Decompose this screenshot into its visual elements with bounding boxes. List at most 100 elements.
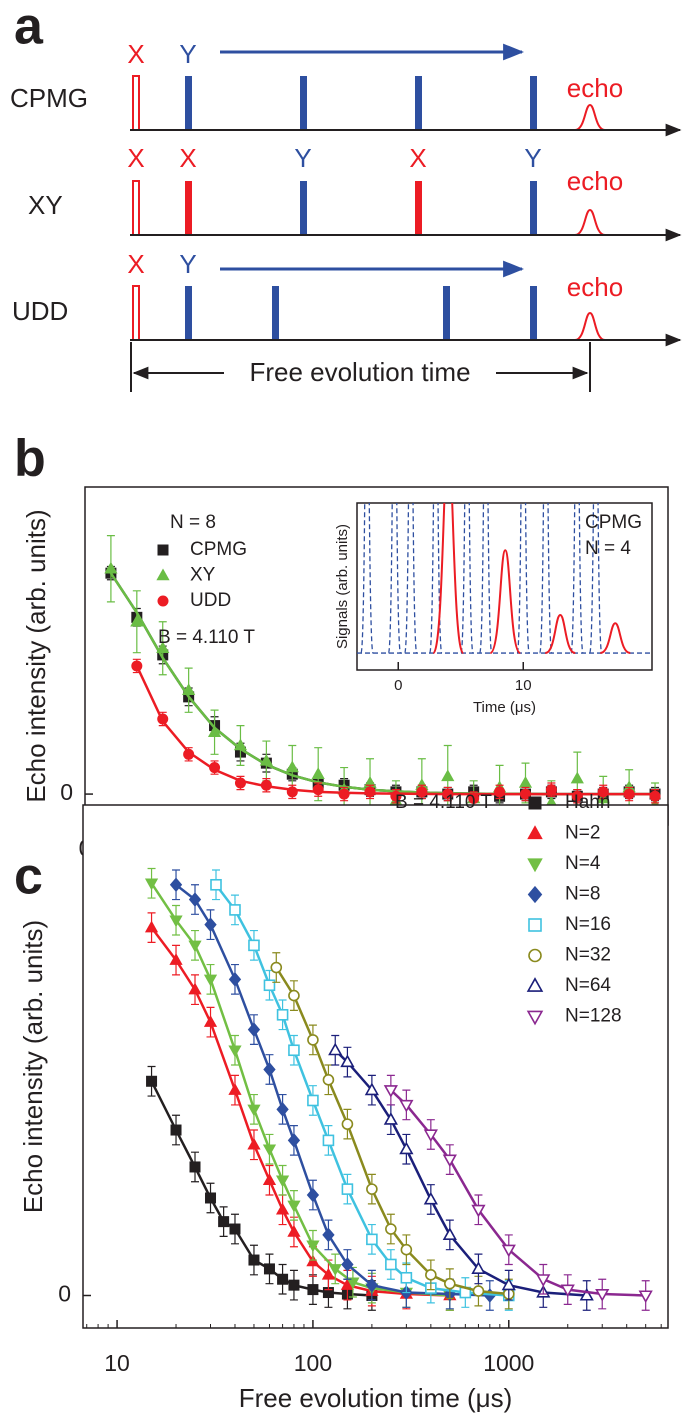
- marker: [423, 1191, 438, 1205]
- marker: [259, 753, 273, 766]
- marker: [288, 989, 300, 1002]
- marker: [321, 1267, 336, 1280]
- legend-label: N=4: [565, 853, 601, 874]
- legend-label: N=64: [565, 975, 611, 996]
- marker: [528, 796, 542, 810]
- series: [144, 912, 457, 1311]
- marker: [385, 1223, 397, 1235]
- legend-label: XY: [190, 565, 216, 586]
- marker: [307, 1284, 319, 1296]
- marker: [579, 1287, 594, 1301]
- marker: [545, 784, 557, 796]
- marker: [501, 1277, 516, 1291]
- y-axis-label: Echo intensity (arb. units): [18, 920, 48, 1213]
- marker: [328, 1042, 343, 1056]
- marker: [247, 1022, 261, 1037]
- row-label: XY: [28, 190, 63, 220]
- y-axis-label: Echo intensity (arb. units): [21, 509, 51, 802]
- legend-label: N=2: [565, 823, 600, 844]
- marker: [649, 790, 661, 802]
- marker: [228, 1045, 242, 1058]
- marker: [526, 1010, 544, 1026]
- marker: [276, 1008, 289, 1021]
- y-tick-label: 0: [60, 779, 73, 805]
- marker: [383, 1112, 398, 1125]
- marker: [169, 915, 183, 928]
- marker: [383, 1085, 398, 1098]
- marker: [233, 738, 248, 751]
- echo-peak: [544, 614, 576, 655]
- marker: [400, 1243, 413, 1256]
- marker: [144, 878, 159, 891]
- pulse: [404, 503, 418, 654]
- marker: [248, 939, 260, 952]
- marker: [277, 1273, 289, 1285]
- echo-peak: [599, 622, 631, 655]
- marker: [571, 790, 583, 802]
- echo-label: echo: [567, 73, 623, 103]
- marker: [423, 1129, 438, 1143]
- marker: [169, 953, 183, 965]
- x-axis-label: Time (μs): [473, 699, 536, 716]
- echo-peak: [489, 549, 522, 655]
- marker: [471, 1261, 486, 1274]
- marker: [595, 1288, 610, 1302]
- annotation: N = 4: [585, 538, 631, 559]
- pulse-label: Y: [294, 143, 311, 173]
- marker: [501, 1244, 516, 1258]
- marker: [188, 982, 202, 995]
- echo: [574, 103, 606, 131]
- marker: [131, 660, 143, 672]
- fit-line: [390, 1089, 646, 1297]
- marker: [270, 961, 283, 974]
- marker: [328, 1264, 342, 1276]
- pulses: [185, 76, 537, 130]
- annotation: CPMG: [585, 512, 642, 533]
- marker: [441, 769, 455, 782]
- marker: [207, 725, 222, 737]
- marker: [263, 1263, 275, 1275]
- legend-label: N=32: [565, 945, 611, 966]
- panel-label: b: [14, 430, 46, 488]
- marker: [340, 1054, 355, 1068]
- legend-label: N=8: [565, 884, 600, 905]
- pulse: [460, 503, 474, 654]
- marker: [444, 1277, 456, 1290]
- marker: [275, 1202, 290, 1215]
- row-label: UDD: [12, 296, 68, 326]
- marker: [399, 1099, 414, 1113]
- marker: [399, 1141, 414, 1155]
- marker: [519, 788, 531, 800]
- echo-label: echo: [567, 272, 623, 302]
- marker: [218, 1216, 230, 1228]
- marker: [526, 977, 544, 992]
- marker: [527, 858, 543, 873]
- marker: [169, 877, 183, 893]
- marker: [182, 683, 196, 695]
- pulse: [360, 503, 374, 654]
- pulse: [132, 180, 140, 236]
- marker: [210, 878, 222, 891]
- row-label: CPMG: [10, 83, 88, 113]
- echo-peak: [432, 503, 465, 655]
- marker: [306, 1240, 320, 1253]
- pulse: [570, 503, 584, 654]
- pulse-label: Y: [524, 143, 541, 173]
- pulse-label: X: [179, 143, 196, 173]
- echo-label: echo: [567, 166, 623, 196]
- marker: [468, 792, 480, 804]
- marker: [144, 920, 159, 933]
- marker: [234, 777, 246, 789]
- x-tick-label: 10: [104, 1350, 130, 1376]
- marker: [157, 544, 169, 556]
- marker: [248, 1254, 260, 1266]
- marker: [341, 1183, 354, 1195]
- marker: [288, 1279, 300, 1291]
- marker: [307, 1094, 319, 1107]
- marker: [442, 1227, 457, 1240]
- marker: [322, 1134, 335, 1147]
- marker: [276, 1102, 289, 1117]
- marker: [527, 885, 543, 904]
- pulses: [185, 286, 537, 340]
